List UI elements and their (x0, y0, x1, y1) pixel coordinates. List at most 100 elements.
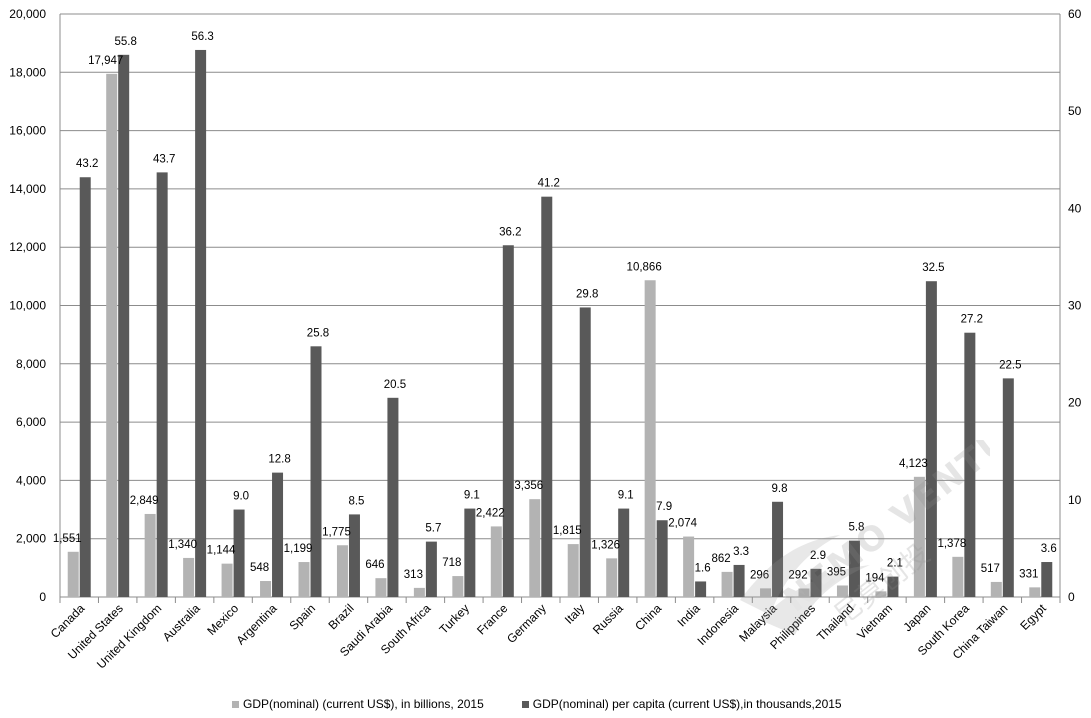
bar-gdp-per-capita (387, 397, 399, 597)
y-right-tick-label: 30 (1068, 299, 1082, 313)
y-right-tick-label: 10 (1068, 493, 1082, 507)
data-label-gdp: 646 (365, 559, 384, 571)
bar-gdp-per-capita (502, 245, 514, 598)
data-label-gdp: 292 (788, 569, 807, 581)
x-category-label: Spain (287, 601, 319, 633)
bar-gdp (1029, 587, 1041, 597)
data-label-gdp-per-capita: 2.9 (810, 550, 826, 562)
data-label-gdp-per-capita: 56.3 (191, 31, 213, 43)
bar-gdp (221, 563, 233, 597)
bar-gdp (336, 545, 348, 597)
legend-item-gdp-per-capita: GDP(nominal) per capita (current US$),in… (521, 697, 842, 711)
bar-gdp (413, 587, 425, 597)
data-label-gdp-per-capita: 9.0 (233, 491, 249, 503)
x-category-label: Turkey (436, 601, 472, 637)
data-label-gdp: 296 (750, 569, 769, 581)
y-left-tick-label: 4,000 (16, 473, 46, 487)
data-label-gdp-per-capita: 7.9 (656, 501, 672, 513)
data-label-gdp: 395 (827, 566, 846, 578)
bar-gdp (798, 588, 810, 597)
bar-gdp-per-capita (656, 520, 668, 597)
data-label-gdp-per-capita: 55.8 (114, 36, 136, 48)
x-category-label: Egypt (1017, 601, 1049, 633)
x-category-label: Russia (590, 601, 626, 637)
data-label-gdp: 1,551 (53, 533, 82, 545)
bar-gdp-per-capita (118, 54, 130, 598)
data-label-gdp: 331 (1019, 568, 1038, 580)
data-label-gdp-per-capita: 43.2 (76, 158, 98, 170)
data-label-gdp-per-capita: 9.8 (772, 483, 788, 495)
y-left-tick-label: 10,000 (9, 299, 46, 313)
bar-gdp-per-capita (1041, 562, 1053, 597)
data-label-gdp: 1,775 (322, 526, 351, 538)
data-label-gdp: 517 (981, 563, 1000, 575)
bar-gdp (760, 588, 772, 597)
bar-gdp (990, 581, 1002, 597)
x-category-label: Germany (504, 601, 549, 646)
bar-gdp-per-capita (579, 307, 591, 597)
data-label-gdp: 17,947 (88, 55, 123, 67)
legend-item-gdp: GDP(nominal) (current US$), in billions,… (232, 697, 484, 711)
x-category-label: Brazil (325, 601, 356, 632)
data-label-gdp-per-capita: 41.2 (538, 178, 560, 190)
bar-gdp (260, 581, 272, 597)
data-label-gdp: 862 (711, 553, 730, 565)
data-label-gdp-per-capita: 27.2 (961, 314, 983, 326)
bar-gdp-per-capita (1002, 378, 1014, 597)
bar-gdp-per-capita (195, 49, 207, 598)
data-label-gdp-per-capita: 9.1 (464, 490, 480, 502)
data-label-gdp-per-capita: 3.6 (1041, 543, 1057, 555)
data-label-gdp-per-capita: 22.5 (999, 359, 1021, 371)
data-label-gdp: 3,356 (514, 480, 543, 492)
bar-gdp-per-capita (925, 281, 937, 597)
bar-gdp-per-capita (848, 540, 860, 597)
data-label-gdp: 1,199 (284, 543, 313, 555)
data-label-gdp: 4,123 (899, 458, 928, 470)
data-label-gdp-per-capita: 2.1 (887, 558, 903, 570)
data-label-gdp: 194 (865, 572, 885, 584)
data-label-gdp-per-capita: 9.1 (618, 490, 634, 502)
bar-gdp (644, 280, 656, 597)
watermark-logo: NEMO VENTURES 尼莫创投 (730, 370, 1080, 670)
bar-gdp-per-capita (79, 177, 91, 598)
x-category-label: Italy (562, 601, 587, 626)
data-label-gdp: 1,340 (168, 539, 197, 551)
y-left-tick-label: 14,000 (9, 182, 46, 196)
bar-gdp-per-capita (310, 346, 322, 597)
x-category-label: France (474, 601, 511, 638)
data-label-gdp-per-capita: 5.7 (425, 523, 441, 535)
data-label-gdp-per-capita: 8.5 (348, 495, 364, 507)
bar-gdp (721, 571, 733, 597)
y-left-tick-label: 18,000 (9, 65, 46, 79)
data-label-gdp-per-capita: 5.8 (848, 522, 864, 534)
legend-label-gdp-per-capita: GDP(nominal) per capita (current US$),in… (532, 697, 842, 711)
bar-gdp-per-capita (272, 472, 284, 597)
y-right-tick-label: 60 (1068, 7, 1082, 21)
bar-gdp (836, 585, 848, 597)
bar-gdp (375, 578, 387, 597)
data-label-gdp: 2,074 (668, 518, 697, 530)
bar-gdp (567, 544, 579, 597)
bar-gdp-per-capita (964, 332, 976, 597)
data-label-gdp-per-capita: 29.8 (576, 288, 598, 300)
bar-gdp-per-capita (425, 541, 437, 597)
data-label-gdp-per-capita: 20.5 (384, 379, 406, 391)
y-left-tick-label: 8,000 (16, 357, 46, 371)
bar-gdp-per-capita (887, 576, 899, 597)
bar-gdp-per-capita (772, 501, 784, 597)
bar-gdp (683, 536, 695, 597)
y-right-tick-label: 0 (1068, 590, 1075, 604)
bar-gdp (144, 513, 156, 597)
y-left-tick-label: 2,000 (16, 532, 46, 546)
bar-gdp (490, 526, 502, 597)
data-label-gdp: 2,422 (476, 507, 505, 519)
data-label-gdp-per-capita: 43.7 (153, 153, 175, 165)
y-left-tick-label: 16,000 (9, 124, 46, 138)
bar-gdp (106, 73, 118, 597)
data-label-gdp: 2,849 (130, 495, 159, 507)
bar-gdp-per-capita (156, 172, 168, 598)
data-label-gdp: 1,378 (937, 538, 966, 550)
legend-swatch-gdp-per-capita (521, 700, 529, 708)
data-label-gdp-per-capita: 32.5 (922, 262, 944, 274)
y-left-tick-label: 6,000 (16, 415, 46, 429)
